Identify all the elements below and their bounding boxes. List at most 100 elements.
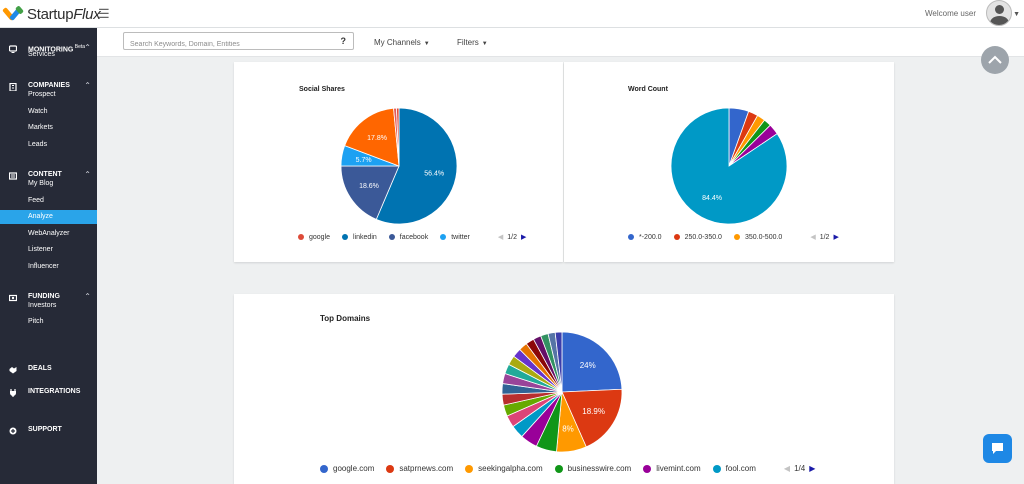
scroll-top-button[interactable] (981, 46, 1009, 74)
sidebar-section-monitoring[interactable]: MONITORING Beta ⌃ (0, 42, 97, 56)
previous-page-icon[interactable]: ◀ (810, 234, 816, 241)
help-icon[interactable]: ? (340, 36, 347, 46)
chevron-up-icon[interactable]: ⌃ (84, 170, 91, 179)
legend-swatch (342, 234, 349, 240)
pie-slice-19[interactable] (554, 331, 563, 393)
chevron-up-icon[interactable]: ⌃ (84, 292, 91, 301)
chevron-up-icon[interactable]: ⌃ (84, 81, 91, 90)
legend-swatch (386, 464, 395, 473)
legend-item[interactable]: satprnews.com (386, 464, 453, 473)
sidebar-item-my-blog[interactable]: My Blog (28, 180, 54, 187)
sidebar-item-markets[interactable]: Markets (28, 124, 53, 131)
sidebar-item-leads[interactable]: Leads (28, 141, 48, 148)
previous-page-icon[interactable]: ◀ (497, 234, 504, 241)
slice-data-label: 18.6% (359, 183, 379, 190)
legend-item[interactable]: 350.0-500.0 (733, 234, 782, 241)
filters-dropdown[interactable]: Filters ▼ (457, 38, 488, 47)
legend-item[interactable]: google.com (320, 464, 374, 473)
chart-title: Word Count (628, 86, 668, 93)
sidebar-item-listener[interactable]: Listener (28, 246, 53, 253)
user-head-icon (995, 5, 1004, 14)
money-icon (9, 294, 17, 302)
legend-swatch (465, 464, 474, 473)
sidebar-item-pitch[interactable]: Pitch (28, 318, 44, 325)
legend-swatch (712, 464, 721, 473)
slice-data-label: 24% (580, 361, 596, 370)
sidebar-section-label: MONITORING Beta (28, 44, 86, 54)
legend-item[interactable]: twitter (440, 234, 470, 241)
filter-bar: ? My Channels▼ Filters▼ (97, 28, 1024, 57)
sidebar-item-webanalyzer[interactable]: WebAnalyzer (28, 230, 70, 237)
plus-circle-icon (9, 427, 17, 435)
sidebar-section-funding[interactable]: FUNDING ⌃ (0, 291, 97, 305)
legend-swatch (673, 234, 680, 240)
legend-label: 250.0-350.0 (684, 233, 722, 241)
legend-item[interactable]: businesswire.com (554, 464, 632, 473)
chevron-down-icon: ▼ (481, 41, 488, 47)
chart-legend: *-200.0 250.0-350.0 350.0-500.0 ◀ 1/2 ▶ (628, 233, 839, 241)
newspaper-icon (9, 172, 17, 180)
legend-swatch (320, 464, 328, 473)
pie-slice-5[interactable] (670, 107, 788, 225)
sidebar-item-feed[interactable]: Feed (28, 197, 44, 204)
sidebar-item-watch[interactable]: Watch (28, 108, 48, 115)
legend-item[interactable]: linkedin (342, 234, 377, 241)
legend-label: google (309, 233, 331, 241)
sidebar-section-support[interactable]: SUPPORT (0, 424, 97, 438)
legend-label: businesswire.com (567, 464, 632, 473)
avatar-caret-icon[interactable]: ▼ (1013, 11, 1020, 18)
previous-page-icon[interactable]: ◀ (783, 464, 791, 473)
sidebar-item-analyze[interactable]: Analyze (0, 210, 97, 224)
chat-button[interactable] (983, 434, 1012, 463)
legend-item[interactable]: 250.0-350.0 (673, 233, 722, 241)
menu-toggle-icon[interactable]: ☰ (98, 6, 110, 21)
user-body-icon (990, 16, 1009, 25)
next-page-icon[interactable]: ▶ (521, 234, 527, 241)
filters-label: Filters (457, 38, 479, 47)
legend-page-indicator: 1/2 (507, 233, 517, 241)
sidebar-item-influencer[interactable]: Influencer (28, 263, 59, 270)
legend-item[interactable]: fool.com (712, 464, 756, 473)
handshake-icon (9, 367, 17, 374)
pie-slice-google[interactable] (396, 107, 400, 167)
legend-item[interactable]: *-200.0 (628, 234, 662, 241)
sidebar-item-investors[interactable]: Investors (28, 302, 57, 309)
legend-item[interactable]: seekingalpha.com (465, 464, 543, 473)
legend-label: twitter (451, 233, 470, 241)
legend-item[interactable]: google (298, 234, 330, 241)
pie-slice-satprnews-com[interactable] (561, 388, 623, 448)
sidebar-item-services[interactable]: Services (28, 51, 55, 58)
brand-logo[interactable]: StartupFlux (2, 4, 101, 24)
legend-label: fool.com (725, 464, 756, 473)
beta-badge: Beta (73, 44, 86, 50)
pie-slice-linkedin[interactable] (375, 107, 458, 225)
my-channels-dropdown[interactable]: My Channels ▼ (374, 38, 430, 47)
chevron-up-icon[interactable]: ⌃ (84, 43, 91, 52)
sidebar-section-label: INTEGRATIONS (28, 388, 81, 395)
legend-label: seekingalpha.com (478, 464, 543, 473)
social-shares-card: Social Shares 56.4% 18.6% 5.7% 17.8% google… (234, 62, 563, 262)
next-page-icon[interactable]: ▶ (809, 464, 816, 473)
legend-label: linkedin (353, 233, 377, 241)
sidebar-section-integrations[interactable]: INTEGRATIONS (0, 386, 97, 400)
top-domains-pie: 24% 18.9% 8% (501, 331, 623, 453)
avatar[interactable] (986, 0, 1012, 26)
pie-slice-3[interactable] (344, 107, 400, 167)
legend-pager: ◀ 1/4 ▶ (784, 464, 815, 473)
chart-legend: google linkedin facebook twitter ◀ 1/2 ▶ (298, 233, 526, 241)
building-icon (9, 83, 17, 91)
sidebar-section-deals[interactable]: DEALS (0, 363, 97, 377)
next-page-icon[interactable]: ▶ (833, 234, 839, 241)
pie-slice-facebook[interactable] (340, 165, 400, 220)
legend-item[interactable]: livemint.com (643, 464, 701, 473)
brand-name: StartupFlux (27, 5, 101, 23)
social-shares-pie: 56.4% 18.6% 5.7% 17.8% (340, 107, 458, 225)
sidebar-item-prospect[interactable]: Prospect (28, 91, 56, 98)
legend-item[interactable]: facebook (388, 234, 428, 241)
legend-swatch (388, 234, 395, 240)
sidebar-section-content[interactable]: CONTENT ⌃ (0, 169, 97, 183)
pie-slice-google-com[interactable] (561, 331, 623, 393)
sidebar-section-companies[interactable]: COMPANIES ⌃ (0, 80, 97, 94)
legend-swatch (733, 234, 740, 240)
search-input[interactable] (124, 36, 324, 53)
